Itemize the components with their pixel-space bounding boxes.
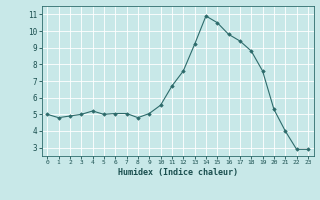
X-axis label: Humidex (Indice chaleur): Humidex (Indice chaleur) <box>118 168 237 177</box>
